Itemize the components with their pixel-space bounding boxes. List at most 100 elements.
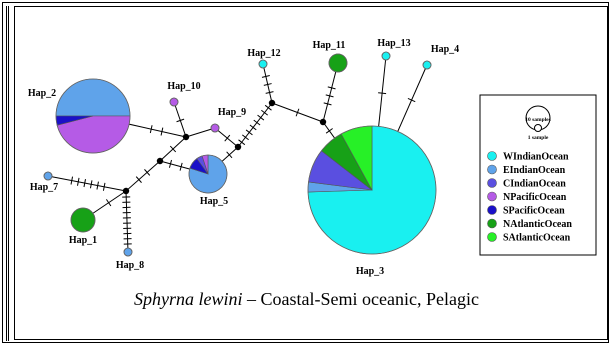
haplotype-label: Hap_1 xyxy=(69,235,97,246)
mutation-tick xyxy=(264,104,272,111)
legend-swatch xyxy=(487,205,497,215)
left-border-bar xyxy=(6,6,9,341)
legend: 10 samples 1 sample WIndianOcean EIndianOce… xyxy=(479,94,597,256)
mutation-tick xyxy=(226,151,233,159)
legend-entry-label: NAtlanticOcean xyxy=(503,219,572,230)
haplotype-label: Hap_11 xyxy=(313,40,346,51)
figure-caption: Sphyrna lewini – Coastal-Semi oceanic, P… xyxy=(0,289,613,310)
mutation-tick xyxy=(83,179,86,188)
legend-swatch xyxy=(487,191,497,202)
haplotype-node-hap-7 xyxy=(43,171,53,181)
mutation-tick xyxy=(295,108,300,117)
mutation-tick xyxy=(144,169,151,176)
legend-entry-label: SAtlanticOcean xyxy=(503,233,571,244)
outer-frame xyxy=(2,2,609,343)
node-outline xyxy=(258,59,268,69)
haplotype-node-hap-2 xyxy=(55,78,131,154)
mutation-tick xyxy=(70,176,74,185)
node-outline xyxy=(43,171,53,181)
mutation-tick xyxy=(179,162,183,171)
mutation-tick xyxy=(257,114,265,121)
legend-entry-label: CIndianOcean xyxy=(503,179,566,190)
haplotype-node-hap-1 xyxy=(70,207,96,233)
legend-swatch xyxy=(487,178,497,188)
mutation-tick xyxy=(96,181,99,190)
haplotype-node-hap-3 xyxy=(307,125,437,255)
mutation-tick xyxy=(261,109,268,116)
median-vector-node xyxy=(156,157,164,165)
mutation-tick xyxy=(407,97,416,103)
haplotype-label: Hap_7 xyxy=(30,182,58,193)
network-edges xyxy=(47,55,428,253)
haplotype-node-hap-4 xyxy=(422,60,432,70)
mutation-tick xyxy=(168,159,173,168)
haplotype-node-hap-8 xyxy=(123,247,133,257)
network-edge xyxy=(322,62,339,123)
haplotype-node-hap-13 xyxy=(381,51,391,61)
haplotype-label: Hap_8 xyxy=(116,260,144,271)
mutation-tick xyxy=(378,92,387,95)
mutation-tick xyxy=(249,124,257,131)
mutation-tick xyxy=(242,134,249,141)
network-edge xyxy=(185,127,216,138)
mutation-tick xyxy=(325,128,333,134)
node-outline xyxy=(210,123,220,133)
mutation-tick xyxy=(176,118,185,123)
mutation-tick xyxy=(261,75,270,78)
legend-size-small-label: 1 sample xyxy=(528,135,549,141)
legend-entry-label: SPacificOcean xyxy=(503,206,565,217)
network-edge xyxy=(125,190,129,253)
mutation-tick xyxy=(135,176,142,183)
mutation-tick xyxy=(245,129,253,136)
mutation-tick xyxy=(263,83,272,86)
haplotype-label: Hap_10 xyxy=(167,81,200,92)
haplotype-label: Hap_9 xyxy=(218,107,246,118)
node-outline xyxy=(422,60,432,70)
mutation-tick xyxy=(325,94,334,98)
network-edge xyxy=(214,127,239,148)
haplotype-label: Hap_12 xyxy=(247,48,280,59)
mutation-tick xyxy=(327,86,336,90)
node-outline xyxy=(169,97,179,107)
mutation-tick xyxy=(224,134,231,142)
network-edge xyxy=(237,102,273,148)
node-outline xyxy=(381,51,391,61)
legend-swatch xyxy=(487,218,497,229)
median-vector-node xyxy=(234,143,242,151)
mutation-tick xyxy=(169,145,177,153)
mutation-tick xyxy=(102,182,106,191)
node-outline xyxy=(307,125,437,255)
mutation-tick xyxy=(89,180,93,189)
median-vector-node xyxy=(268,99,276,107)
haplotype-labels: Hap_1 Hap_2 Hap_3 Hap_4 Hap_5 Hap_7 Hap_8 Hap_9… xyxy=(28,38,459,277)
haplotype-label: Hap_13 xyxy=(377,38,410,49)
median-vector-node xyxy=(319,118,327,126)
haplotype-label: Hap_2 xyxy=(28,88,56,99)
legend-swatch xyxy=(487,151,497,161)
mutation-tick xyxy=(265,91,274,94)
network-nodes xyxy=(43,51,437,257)
node-outline xyxy=(55,78,131,154)
network-edge xyxy=(47,175,127,192)
mutation-tick xyxy=(238,139,246,146)
legend-swatch xyxy=(487,164,497,175)
caption-habitat: – Coastal-Semi oceanic, Pelagic xyxy=(242,289,479,309)
species-name: Sphyrna lewini xyxy=(134,289,243,309)
haplotype-node-hap-11 xyxy=(328,53,348,73)
legend-entry-label: EIndianOcean xyxy=(503,165,566,176)
mutation-tick xyxy=(160,127,164,136)
haplotype-node-hap-5 xyxy=(188,154,228,194)
mutation-tick xyxy=(77,177,80,186)
mutation-tick xyxy=(323,102,332,106)
node-outline xyxy=(328,53,348,73)
haplotype-node-hap-9 xyxy=(210,123,220,133)
node-outline xyxy=(188,154,228,194)
haplotype-node-hap-12 xyxy=(258,59,268,69)
node-outline xyxy=(70,207,96,233)
legend-swatch xyxy=(487,232,497,242)
pie-slice xyxy=(55,78,131,117)
haplotype-node-hap-10 xyxy=(169,97,179,107)
legend-entry-label: WIndianOcean xyxy=(503,152,569,163)
legend-size-large-label: 10 samples xyxy=(525,117,551,123)
